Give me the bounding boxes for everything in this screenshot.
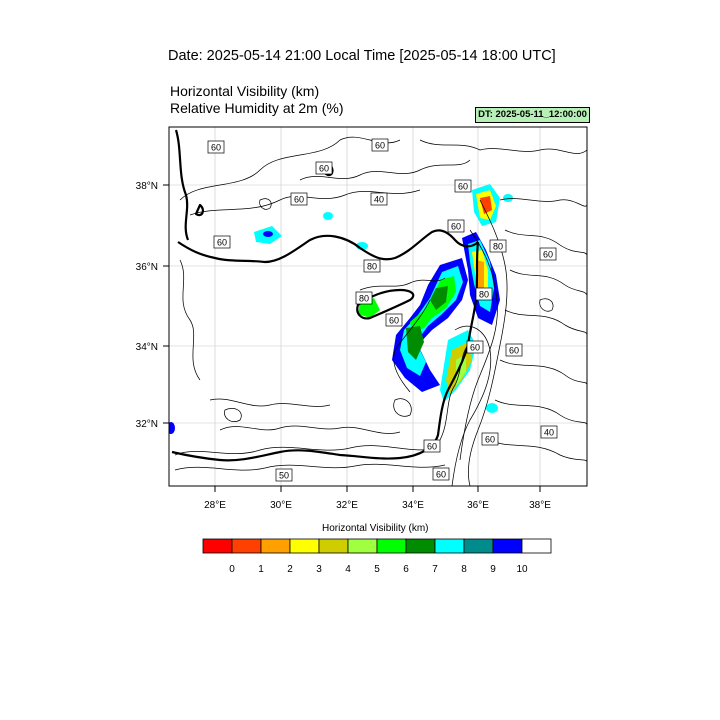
visibility-colorbar: [202, 538, 552, 554]
lat-tick-label: 32°N: [136, 419, 158, 430]
lon-tick-label: 32°E: [336, 500, 358, 511]
chart-title: Date: 2025-05-14 21:00 Local Time [2025-…: [168, 48, 556, 64]
colorbar-label: 5: [374, 564, 380, 575]
colorbar-swatch: [434, 538, 465, 554]
svg-text:80: 80: [479, 290, 489, 300]
longitude-axis: 28°E 30°E 32°E 34°E 36°E 38°E: [204, 486, 551, 511]
contour-label: 60: [385, 313, 403, 327]
contour-label: 80: [363, 259, 381, 273]
svg-text:60: 60: [319, 164, 329, 174]
svg-text:80: 80: [359, 294, 369, 304]
colorbar-title: Horizontal Visibility (km): [322, 523, 429, 534]
colorbar-label: 9: [490, 564, 496, 575]
contour-label: 60: [505, 343, 523, 357]
svg-text:80: 80: [493, 242, 503, 252]
colorbar-label: 7: [432, 564, 438, 575]
colorbar-swatch: [260, 538, 291, 554]
colorbar-swatch: [289, 538, 320, 554]
svg-text:60: 60: [509, 346, 519, 356]
colorbar-swatch: [405, 538, 436, 554]
colorbar-label: 8: [461, 564, 467, 575]
contour-label: 60: [447, 219, 465, 233]
variable-label-humidity: Relative Humidity at 2m (%): [170, 100, 344, 116]
colorbar-label: 2: [287, 564, 293, 575]
svg-text:50: 50: [279, 471, 289, 481]
colorbar-label: 4: [345, 564, 351, 575]
colorbar-swatch: [521, 538, 552, 554]
lat-tick-label: 34°N: [136, 342, 158, 353]
svg-text:60: 60: [451, 222, 461, 232]
svg-text:60: 60: [485, 435, 495, 445]
colorbar-swatch: [463, 538, 494, 554]
svg-text:60: 60: [427, 442, 437, 452]
lon-tick-label: 30°E: [270, 500, 292, 511]
contour-label: 60: [454, 179, 472, 193]
svg-text:60: 60: [294, 195, 304, 205]
latitude-axis: 38°N 36°N 34°N 32°N: [136, 181, 169, 430]
lon-tick-label: 34°E: [402, 500, 424, 511]
colorbar-swatch: [202, 538, 233, 554]
contour-label: 80: [355, 291, 373, 305]
colorbar-swatch: [347, 538, 378, 554]
colorbar-label: 0: [229, 564, 235, 575]
contour-label: 50: [275, 468, 293, 482]
contour-label: 60: [432, 467, 450, 481]
colorbar-swatch: [376, 538, 407, 554]
colorbar-label: 10: [516, 564, 528, 575]
contour-label: 40: [370, 192, 388, 206]
lat-tick-label: 36°N: [136, 262, 158, 273]
contour-label: 80: [475, 287, 493, 301]
lon-tick-label: 36°E: [467, 500, 489, 511]
lon-tick-label: 28°E: [204, 500, 226, 511]
contour-label: 80: [489, 239, 507, 253]
colorbar-swatch: [492, 538, 523, 554]
lon-tick-label: 38°E: [529, 500, 551, 511]
init-time-badge: DT: 2025-05-11_12:00:00: [475, 107, 590, 123]
contour-label: 60: [315, 161, 333, 175]
colorbar-label: 1: [258, 564, 264, 575]
svg-text:80: 80: [367, 262, 377, 272]
contour-label: 60: [481, 432, 499, 446]
contour-label: 60: [371, 138, 389, 152]
svg-text:60: 60: [375, 141, 385, 151]
contour-label: 40: [540, 425, 558, 439]
colorbar-label: 3: [316, 564, 322, 575]
contour-label: 60: [290, 192, 308, 206]
contour-label: 60: [466, 340, 484, 354]
lat-tick-label: 38°N: [136, 181, 158, 192]
svg-text:60: 60: [211, 143, 221, 153]
contour-labels: 60 60 60 60 40 60 60 60 80 60 80 80 80 60 60 60 40 60 50 60…: [207, 138, 558, 482]
svg-text:60: 60: [217, 238, 227, 248]
svg-text:40: 40: [544, 428, 554, 438]
svg-text:60: 60: [458, 182, 468, 192]
colorbar-swatch: [231, 538, 262, 554]
svg-text:40: 40: [374, 195, 384, 205]
contour-label: 60: [213, 235, 231, 249]
humidity-contours: [174, 136, 587, 486]
svg-text:60: 60: [470, 343, 480, 353]
colorbar-label: 6: [403, 564, 409, 575]
svg-text:60: 60: [389, 316, 399, 326]
contour-label: 60: [207, 140, 225, 154]
variable-label-visibility: Horizontal Visibility (km): [170, 83, 320, 99]
svg-text:60: 60: [436, 470, 446, 480]
colorbar-swatch: [318, 538, 349, 554]
svg-text:60: 60: [543, 250, 553, 260]
contour-label: 60: [539, 247, 557, 261]
map-frame: [168, 126, 588, 487]
contour-label: 60: [423, 439, 441, 453]
map-body: [169, 127, 587, 486]
